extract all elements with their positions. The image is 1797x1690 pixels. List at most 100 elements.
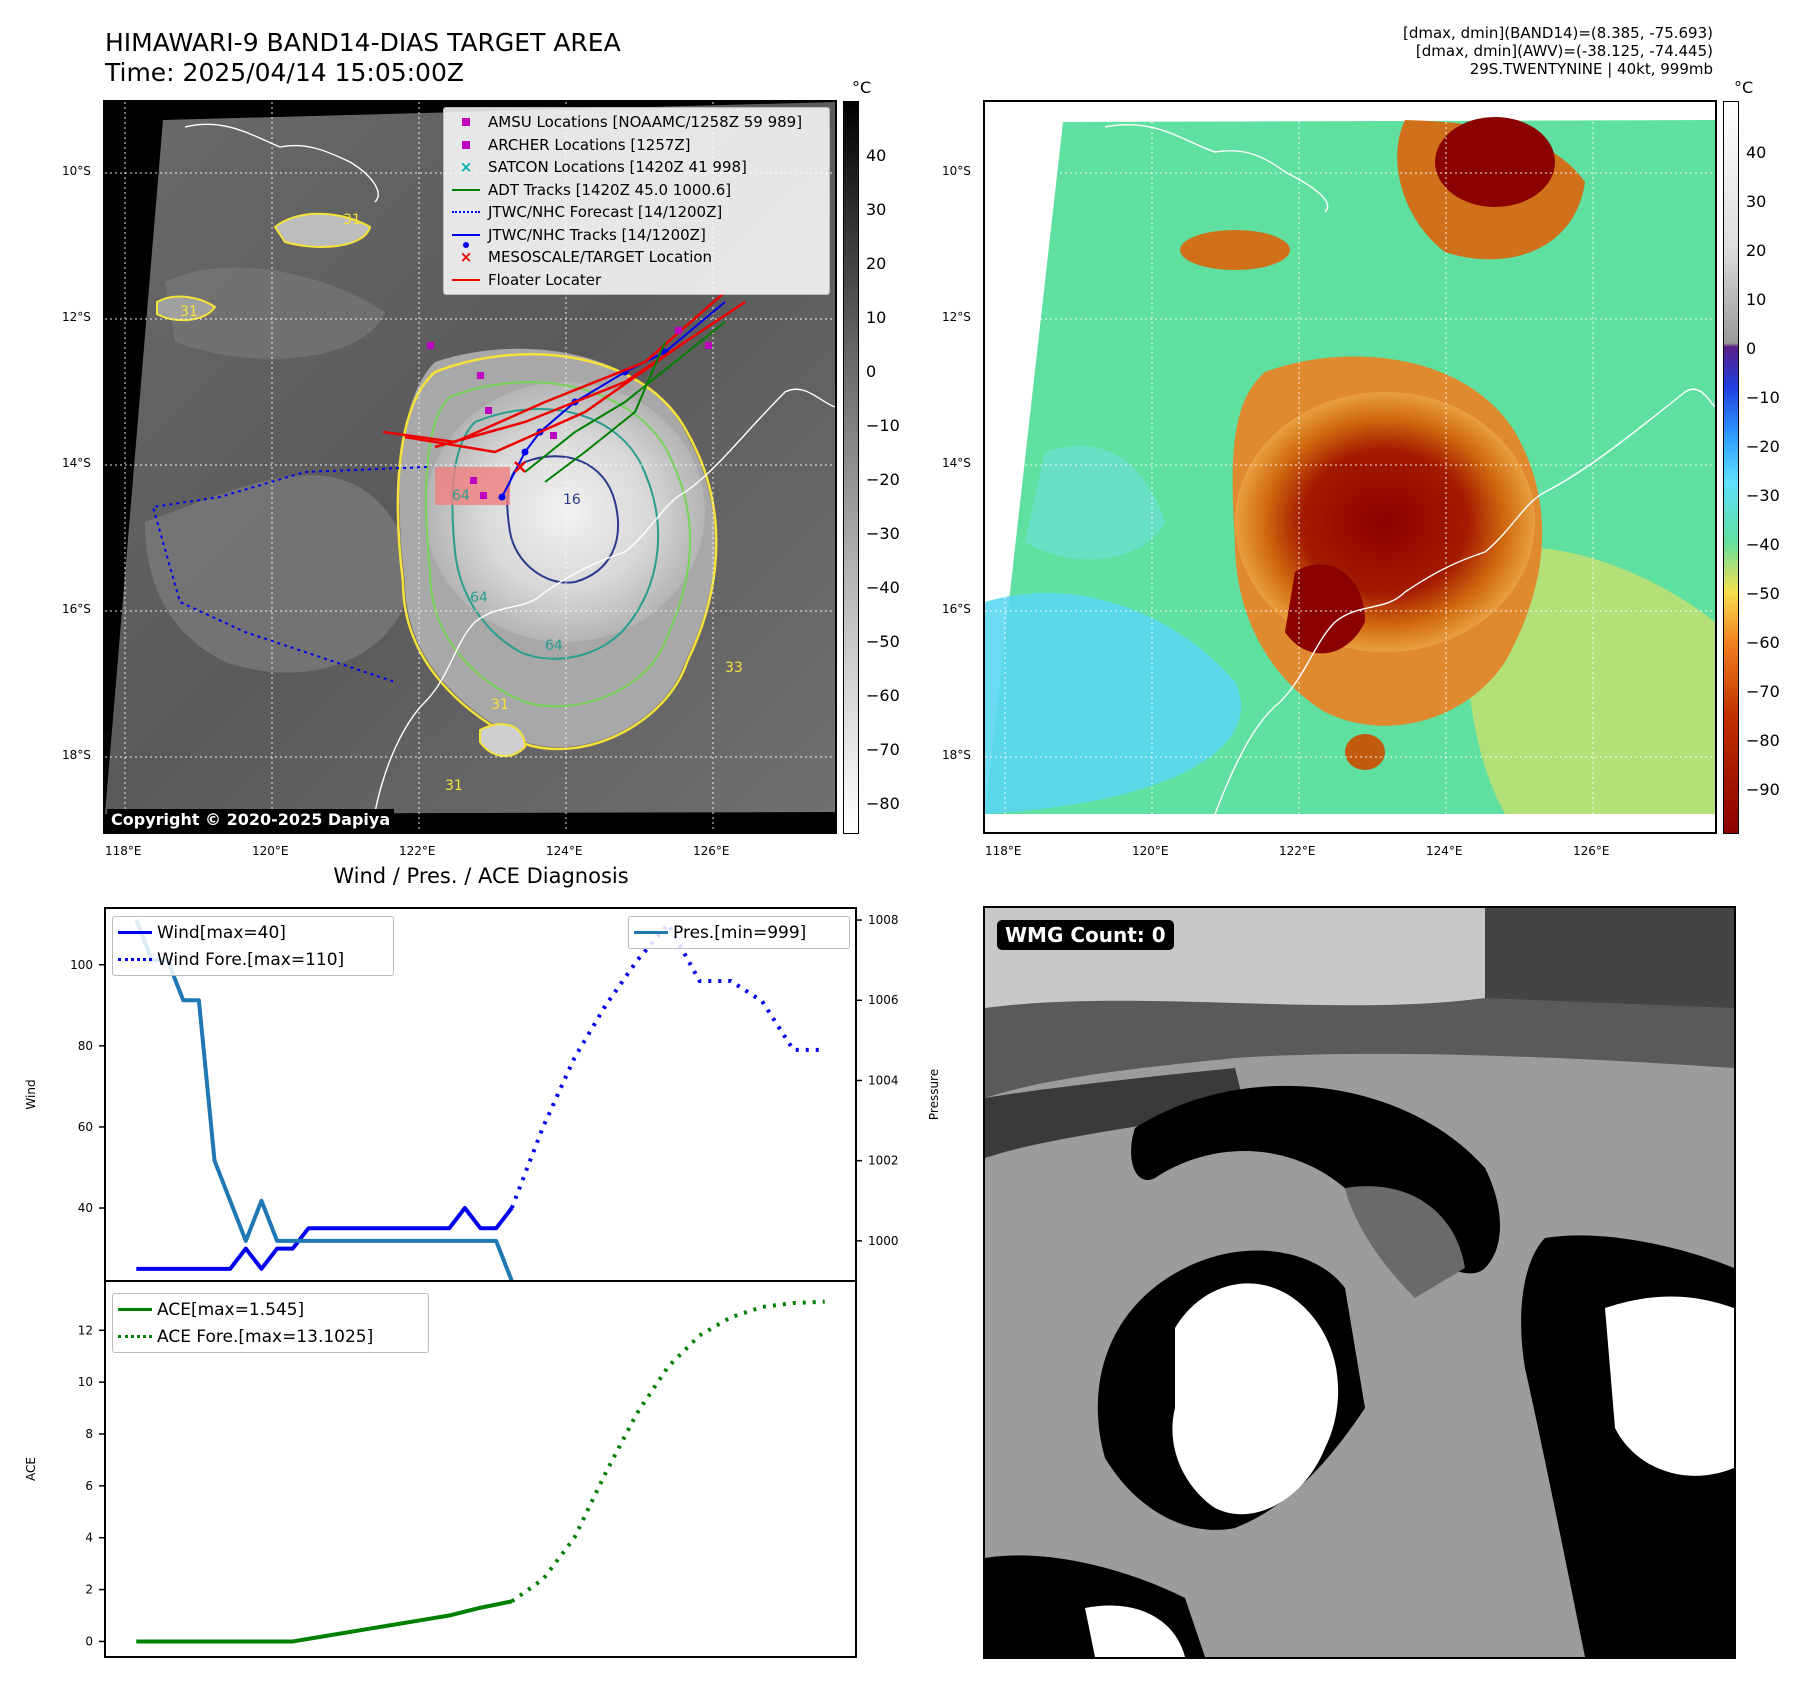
y2-tick-label: 1008 [868,913,899,927]
y-tick-label: 40 [78,1201,93,1215]
y-tick-label: 100 [70,958,93,972]
storm-core [425,382,705,642]
copyright-label: Copyright © 2020-2025 Dapiya [107,809,395,830]
plot-frame [104,1280,857,1658]
contour-label: 31 [445,778,463,794]
x-marker-icon: × [459,248,473,267]
wind-legend: Wind[max=40] Wind Fore.[max=110] [112,916,394,976]
contour-label: 64 [452,488,470,504]
diagnosis-chart: 406080100Wind10001002100410061008Pressur… [24,907,941,1658]
square-marker-icon [444,118,488,127]
coastline-australia [374,388,835,813]
legend-item-ace: ACE[max=1.545] [113,1296,428,1323]
line-dot-icon [444,233,488,248]
contour-green [425,381,692,708]
y2-tick-label: 1002 [868,1154,899,1168]
contour-label: 31 [491,697,509,713]
y2-tick-label: 1006 [868,993,899,1007]
series-line [510,1299,825,1604]
y-tick-label: 10 [78,1375,93,1389]
series-line [136,1599,513,1644]
wmg-count-badge: WMG Count: 0 [997,920,1174,950]
bt-colorbar-unit: °C [852,78,872,97]
y-tick-label: 80 [78,1039,93,1053]
info-line-1: [dmax, dmin](BAND14)=(8.385, -75.693) [1402,24,1713,42]
ir-map-panel: 31 31 64 16 64 64 31 33 31 AMSU Location… [103,100,837,834]
line-icon [113,1308,157,1311]
amsu-points [427,327,712,499]
legend-item-target: × MESOSCALE/TARGET Location [444,246,829,269]
y-tick-label: 0 [85,1634,93,1648]
legend-item-jtwc-tracks: JTWC/NHC Tracks [14/1200Z] [444,224,829,248]
legend-item-wind: Wind[max=40] [113,919,393,946]
target-box [435,467,510,505]
y2-tick-label: 1000 [868,1234,899,1248]
awv-colorbar-unit: °C [1734,78,1754,97]
ace-chart: 0 2 4 6 8 10 12 ACE [24,1280,857,1658]
title-line-2: Time: 2025/04/14 15:05:00Z [105,58,464,87]
line-icon [444,188,488,191]
pressure-legend: Pres.[min=999] [628,916,850,949]
contour-label: 64 [470,590,488,606]
square-marker-icon [444,140,488,149]
contour-label: 16 [563,492,581,508]
y2-axis-label: Pressure [927,1069,941,1120]
contour-label: 33 [725,660,743,676]
awv-coastline-australia [1214,388,1715,815]
adt-tracks [524,321,726,483]
title-line-1: HIMAWARI-9 BAND14-DIAS TARGET AREA [105,28,621,57]
bt-colorbar [843,101,859,834]
legend-item-archer: ARCHER Locations [1257Z] [444,134,829,157]
target-location-marker [514,461,526,473]
y-tick-label: 4 [85,1531,93,1545]
contour-navy [506,455,620,584]
storm-info: [dmax, dmin](BAND14)=(8.385, -75.693) [d… [1403,24,1713,78]
coastline-timor [184,123,379,203]
contour-label: 31 [343,212,361,228]
y-tick-label: 2 [85,1583,93,1597]
legend-item-pressure: Pres.[min=999] [629,919,849,946]
info-line-3: 29S.TWENTYNINE | 40kt, 999mb [1469,60,1713,78]
y-tick-label: 8 [85,1427,93,1441]
contour-label: 31 [180,304,198,320]
awv-colorbar [1723,101,1739,834]
dotted-line-icon [113,958,157,961]
awv-map-panel [983,100,1717,834]
y-tick-label: 12 [78,1323,93,1337]
jtwc-forecast-track [151,466,428,683]
figure-title: HIMAWARI-9 BAND14-DIAS TARGET AREA Time:… [105,28,621,88]
line-icon [444,278,488,281]
awv-coastline-timor [1104,123,1329,213]
floater-locater-lines [382,291,746,454]
diagnosis-title: Wind / Pres. / ACE Diagnosis [333,864,629,888]
wmg-white-core [1172,1283,1339,1515]
dotted-line-icon [113,1335,157,1338]
y-axis-label: ACE [24,1457,38,1481]
legend-item-ace-forecast: ACE Fore.[max=13.1025] [113,1323,428,1350]
y-tick-label: 6 [85,1479,93,1493]
wmg-panel: WMG Count: 0 [983,906,1736,1659]
island-contour-3 [479,723,527,757]
map-legend: AMSU Locations [NOAAMC/1258Z 59 989] ARC… [443,107,830,295]
ace-legend: ACE[max=1.545] ACE Fore.[max=13.1025] [112,1293,429,1353]
line-icon [629,931,673,934]
contour-label: 64 [545,638,563,654]
awv-storm-core [1235,392,1535,652]
legend-item-wind-forecast: Wind Fore.[max=110] [113,946,393,973]
info-line-2: [dmax, dmin](AWV)=(-38.125, -74.445) [1415,42,1713,60]
legend-item-amsu: AMSU Locations [NOAAMC/1258Z 59 989] [444,111,829,134]
cloud-streaks [145,475,411,673]
series-line [509,922,825,1209]
x-marker-icon: × [459,158,473,177]
line-icon [113,931,157,934]
y2-tick-label: 1004 [868,1073,899,1087]
y-tick-label: 60 [78,1120,93,1134]
series-line [136,1206,514,1271]
dotted-line-icon [444,211,488,214]
island-contour-2 [156,295,217,322]
legend-item-jtwc-forecast: JTWC/NHC Forecast [14/1200Z] [444,201,829,224]
series-line [134,919,514,1282]
contour-yellow [396,352,718,751]
wmg-svg [985,908,1734,1657]
legend-item-adt: ADT Tracks [1420Z 45.0 1000.6] [444,179,829,202]
